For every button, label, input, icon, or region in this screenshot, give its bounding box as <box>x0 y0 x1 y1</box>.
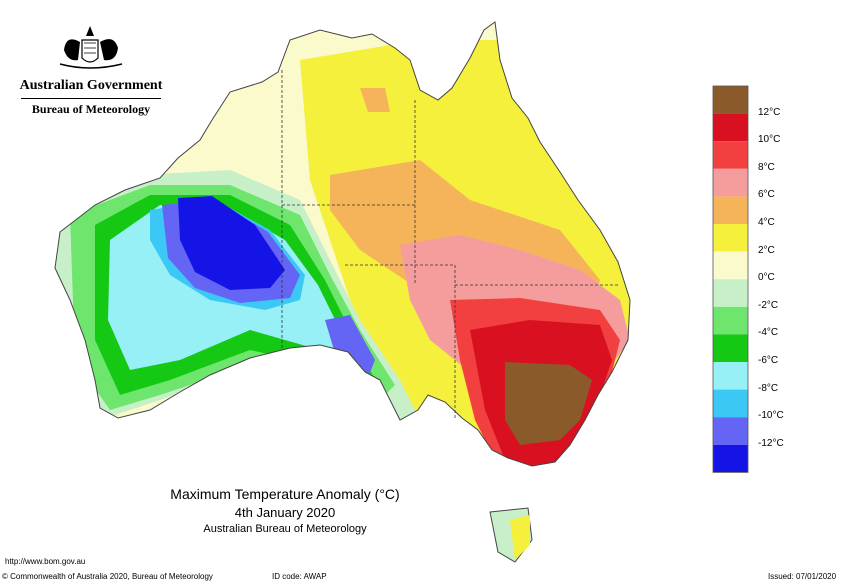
legend-colorbar <box>712 85 749 473</box>
legend-swatch <box>713 444 748 473</box>
footer-copyright: © Commonwealth of Australia 2020, Bureau… <box>2 572 213 581</box>
map-source: Australian Bureau of Meteorology <box>203 523 367 535</box>
legend-label: 12°C <box>758 106 781 118</box>
coastline <box>54 21 631 467</box>
legend-label: -4°C <box>758 327 779 339</box>
legend-swatch <box>713 389 748 418</box>
legend-label: -6°C <box>758 355 779 366</box>
tasmania-east <box>510 515 530 560</box>
legend-label: 6°C <box>758 189 775 201</box>
legend-label: -2°C <box>758 299 779 311</box>
legend-swatch <box>713 113 748 142</box>
legend-swatch <box>713 196 748 224</box>
state-borders <box>281 70 620 420</box>
footer-id-code: ID code: AWAP <box>272 572 327 581</box>
map-title: Maximum Temperature Anomaly (°C) <box>170 486 400 502</box>
legend-swatch <box>713 306 748 335</box>
legend-swatch <box>713 141 748 169</box>
government-name: Australian Government <box>19 78 163 93</box>
footer-url[interactable]: http://www.bom.gov.au <box>5 557 86 566</box>
legend-label: -8°C <box>758 382 779 394</box>
legend-label: -12°C <box>758 437 784 449</box>
legend-label: 2°C <box>758 244 775 256</box>
legend-swatch <box>713 251 748 280</box>
legend-label: -10°C <box>758 410 784 422</box>
legend-swatch <box>713 224 748 252</box>
legend-label: 8°C <box>758 161 775 173</box>
legend-label: 4°C <box>758 217 775 228</box>
legend-swatch <box>713 334 748 362</box>
legend-label: 0°C <box>758 272 775 284</box>
legend-swatch <box>713 168 748 197</box>
bureau-name: Bureau of Meteorology <box>21 98 161 117</box>
legend-label: 10°C <box>758 134 781 146</box>
legend-swatch <box>713 279 748 307</box>
footer-issued: Issued: 07/01/2020 <box>768 572 837 581</box>
map-title-block: Maximum Temperature Anomaly (°C) 4th Jan… <box>120 486 450 535</box>
coat-of-arms-icon <box>59 26 123 69</box>
government-logo: Australian Government Bureau of Meteorol… <box>16 14 166 117</box>
legend-frame <box>712 85 749 473</box>
legend-swatch <box>713 86 748 114</box>
legend-swatch <box>713 417 748 445</box>
legend-swatch <box>713 362 748 390</box>
map-date: 4th January 2020 <box>234 505 336 520</box>
